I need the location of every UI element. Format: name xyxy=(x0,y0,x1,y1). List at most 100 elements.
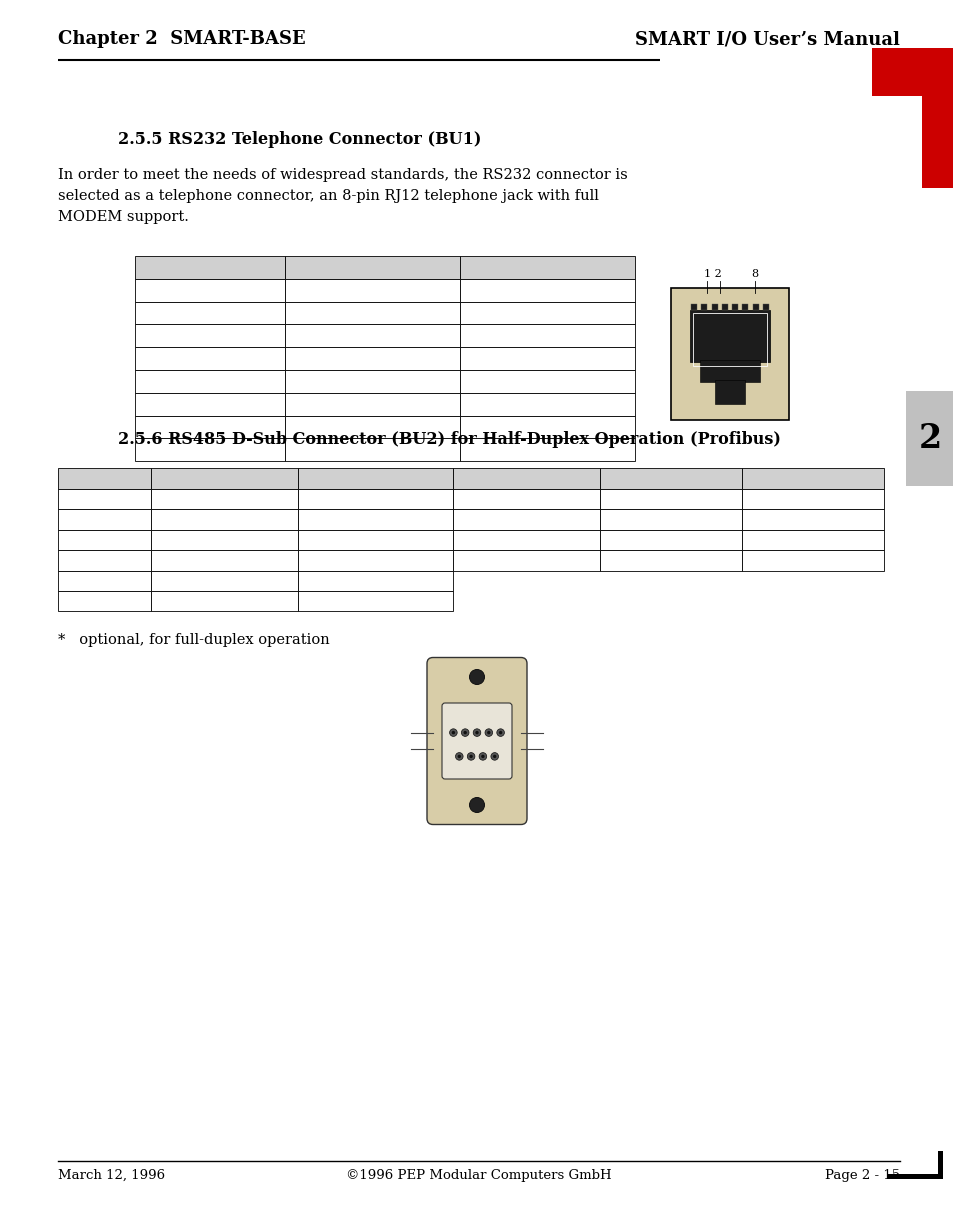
Text: 2.5.5 RS232 Telephone Connector (BU1): 2.5.5 RS232 Telephone Connector (BU1) xyxy=(118,131,481,148)
Bar xyxy=(453,529,599,550)
Bar xyxy=(700,304,706,310)
Text: Page 2 - 15: Page 2 - 15 xyxy=(824,1169,899,1182)
Circle shape xyxy=(491,753,498,760)
FancyBboxPatch shape xyxy=(427,658,526,824)
Bar xyxy=(58,529,151,550)
Circle shape xyxy=(480,755,484,758)
Bar xyxy=(887,1173,942,1180)
Bar xyxy=(151,510,297,529)
Bar xyxy=(285,302,459,325)
Bar xyxy=(135,325,285,348)
Bar xyxy=(285,348,459,370)
Bar xyxy=(151,591,297,612)
Bar xyxy=(670,288,788,420)
Bar xyxy=(135,278,285,302)
Bar xyxy=(459,370,635,393)
FancyBboxPatch shape xyxy=(441,703,512,779)
Bar xyxy=(714,379,744,404)
Bar xyxy=(58,570,151,591)
Bar xyxy=(297,529,453,550)
Bar xyxy=(58,468,151,489)
Bar xyxy=(285,439,459,461)
Bar xyxy=(285,370,459,393)
Circle shape xyxy=(484,728,492,737)
Bar xyxy=(151,468,297,489)
Text: SMART I/O User’s Manual: SMART I/O User’s Manual xyxy=(635,30,899,47)
Circle shape xyxy=(461,728,469,737)
Text: 1 2: 1 2 xyxy=(703,269,721,278)
Circle shape xyxy=(475,731,478,734)
Bar xyxy=(692,313,766,366)
Bar xyxy=(453,510,599,529)
Bar xyxy=(297,591,453,612)
Bar xyxy=(58,489,151,510)
Bar xyxy=(135,257,285,278)
Bar xyxy=(905,392,953,486)
Bar xyxy=(459,257,635,278)
Bar xyxy=(741,468,883,489)
Bar xyxy=(58,591,151,612)
Circle shape xyxy=(463,731,466,734)
Bar xyxy=(135,370,285,393)
Bar xyxy=(297,550,453,570)
Bar xyxy=(762,304,768,310)
Text: *   optional, for full-duplex operation: * optional, for full-duplex operation xyxy=(58,634,330,647)
Text: ©1996 PEP Modular Computers GmbH: ©1996 PEP Modular Computers GmbH xyxy=(346,1169,611,1182)
Bar xyxy=(741,304,748,310)
Bar xyxy=(721,304,727,310)
Circle shape xyxy=(449,728,456,737)
Bar xyxy=(700,360,760,382)
Bar xyxy=(741,489,883,510)
Circle shape xyxy=(493,755,496,758)
Text: 2: 2 xyxy=(918,422,941,455)
Bar xyxy=(711,304,717,310)
Bar xyxy=(285,416,459,439)
Circle shape xyxy=(451,731,455,734)
Bar xyxy=(871,47,953,96)
Bar xyxy=(459,348,635,370)
Bar xyxy=(58,550,151,570)
Bar xyxy=(741,550,883,570)
Circle shape xyxy=(455,753,462,760)
Bar xyxy=(690,304,697,310)
Text: 8: 8 xyxy=(751,269,758,278)
Bar xyxy=(921,47,953,188)
Bar xyxy=(151,570,297,591)
Bar xyxy=(151,529,297,550)
Bar xyxy=(135,302,285,325)
Bar xyxy=(599,468,741,489)
Circle shape xyxy=(469,755,473,758)
Bar xyxy=(285,257,459,278)
Bar xyxy=(135,348,285,370)
Bar xyxy=(58,510,151,529)
Bar xyxy=(937,1152,942,1180)
Bar xyxy=(135,439,285,461)
Circle shape xyxy=(457,755,460,758)
Text: 2.5.6 RS485 D-Sub Connector (BU2) for Half-Duplex Operation (Profibus): 2.5.6 RS485 D-Sub Connector (BU2) for Ha… xyxy=(118,430,781,447)
Bar xyxy=(459,325,635,348)
Circle shape xyxy=(469,798,484,812)
Bar xyxy=(741,529,883,550)
Text: Chapter 2  SMART-BASE: Chapter 2 SMART-BASE xyxy=(58,30,305,47)
Bar xyxy=(135,416,285,439)
Circle shape xyxy=(473,728,480,737)
Bar xyxy=(297,570,453,591)
Bar xyxy=(459,439,635,461)
Circle shape xyxy=(478,753,486,760)
Bar xyxy=(599,510,741,529)
Bar xyxy=(599,489,741,510)
Bar xyxy=(285,325,459,348)
Bar xyxy=(135,393,285,416)
Circle shape xyxy=(469,670,484,685)
Bar xyxy=(689,310,769,361)
Circle shape xyxy=(467,753,475,760)
Text: March 12, 1996: March 12, 1996 xyxy=(58,1169,165,1182)
Bar xyxy=(297,510,453,529)
Text: In order to meet the needs of widespread standards, the RS232 connector is
selec: In order to meet the needs of widespread… xyxy=(58,168,627,224)
Bar xyxy=(151,489,297,510)
Bar xyxy=(459,416,635,439)
Bar xyxy=(741,510,883,529)
Circle shape xyxy=(498,731,502,734)
Bar xyxy=(731,304,738,310)
Bar xyxy=(459,393,635,416)
